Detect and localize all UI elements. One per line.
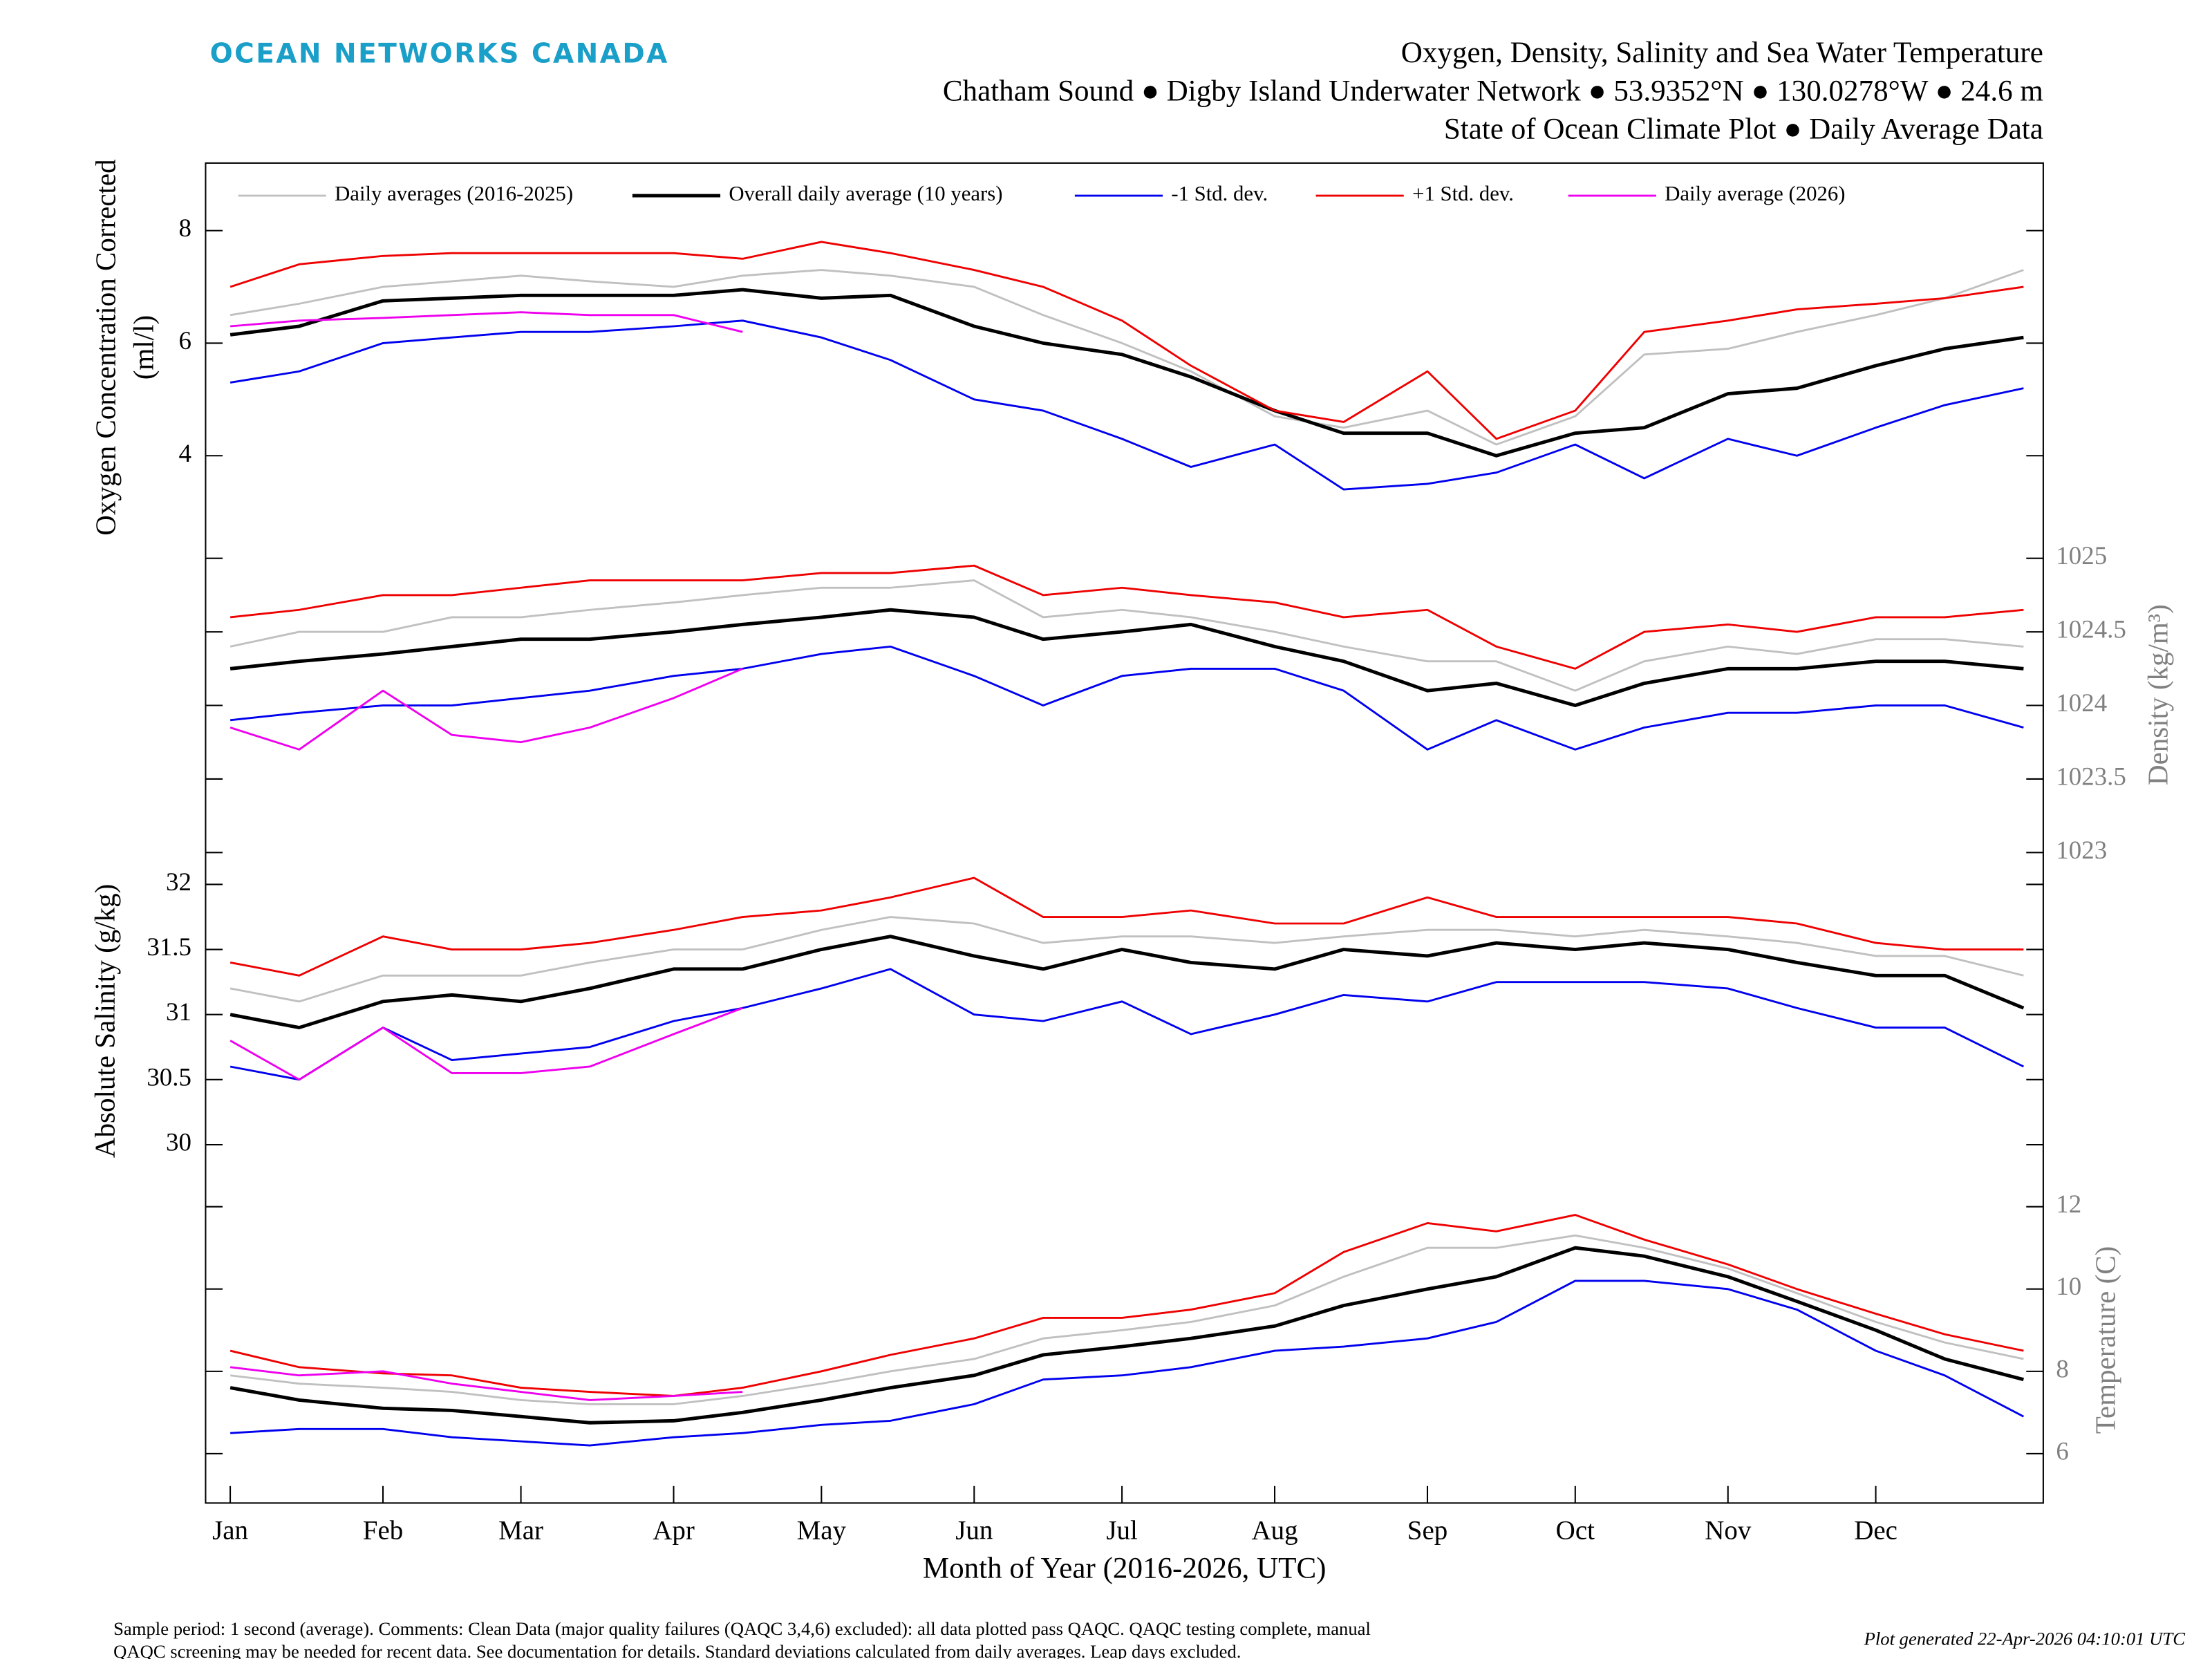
x-tick-label: Nov [1705,1515,1752,1545]
subtitle: State of Ocean Climate Plot ● Daily Aver… [1444,113,2043,146]
x-tick-label: Oct [1556,1515,1595,1545]
title: Oxygen, Density, Salinity and Sea Water … [1401,37,2043,69]
logo: OCEAN NETWORKS CANADA [210,39,669,70]
y-tick-label: 6 [2056,1436,2068,1465]
y-axis-label: (ml/l) [128,315,160,379]
x-tick-label: Mar [498,1515,543,1545]
series-line [229,1366,743,1401]
y-axis-label: Absolute Salinity (g/kg) [88,884,120,1158]
x-tick-label: Feb [363,1515,403,1545]
series-line [229,579,2024,692]
y-tick-label: 12 [2056,1190,2081,1218]
y-tick-label: 1023.5 [2056,762,2126,790]
y-tick-label: 8 [178,214,191,242]
subtitle: Chatham Sound ● Digby Island Underwater … [943,75,2043,107]
footnote: QAQC screening may be needed for recent … [113,1641,1241,1659]
legend-label: -1 Std. dev. [1171,182,1268,205]
series-line [229,241,2024,440]
x-tick-label: Sep [1407,1515,1447,1545]
y-axis-label: Density (kg/m³) [2142,604,2174,785]
legend-label: +1 Std. dev. [1412,182,1514,205]
y-tick-label: 1025 [2056,541,2107,570]
series-line [229,564,2024,670]
y-tick-label: 31 [166,997,191,1026]
y-tick-label: 6 [178,326,191,355]
y-tick-label: 1024.5 [2056,615,2126,644]
y-tick-label: 32 [166,868,191,896]
series-line [230,1280,2025,1447]
series-line [229,608,2024,707]
series-line [229,935,2025,1030]
series-line [229,916,2024,1003]
series-line [230,311,743,333]
y-axis-label: Temperature (C) [2090,1246,2121,1434]
series-line [229,645,2024,751]
series-line [229,1006,743,1081]
y-tick-label: 30 [166,1127,191,1156]
x-tick-label: Jul [1106,1515,1138,1545]
x-tick-label: May [797,1515,847,1545]
y-tick-label: 4 [178,439,191,467]
y-tick-label: 30.5 [147,1062,191,1091]
series-line [229,269,2024,446]
y-tick-label: 1024 [2056,688,2107,717]
legend-label: Overall daily average (10 years) [729,182,1002,205]
legend-label: Daily averages (2016-2025) [335,182,573,205]
x-tick-label: Apr [653,1515,695,1545]
y-tick-label: 10 [2056,1272,2081,1300]
series-line [229,1214,2024,1397]
series-line [229,1234,2024,1405]
y-tick-label: 8 [2056,1354,2068,1382]
x-axis-label: Month of Year (2016-2026, UTC) [923,1553,1327,1585]
y-tick-label: 1023 [2056,836,2107,864]
generated-note: Plot generated 22-Apr-2026 04:10:01 UTC [1864,1628,2186,1649]
y-axis-label: Oxygen Concentration Corrected [89,159,121,535]
series-line [229,968,2025,1081]
series-line [229,668,743,751]
legend-label: Daily average (2026) [1665,182,1845,205]
x-tick-label: Dec [1854,1515,1897,1545]
footnote: Sample period: 1 second (average). Comme… [113,1618,1371,1639]
series-line [229,1246,2025,1425]
plot-frame [205,162,2044,1504]
series-line [229,319,2024,491]
x-tick-label: Jan [212,1515,248,1545]
x-tick-label: Aug [1251,1515,1297,1545]
x-tick-label: Jun [955,1515,993,1545]
series-line [229,877,2024,977]
y-tick-label: 31.5 [147,932,191,961]
series-line [229,288,2024,458]
